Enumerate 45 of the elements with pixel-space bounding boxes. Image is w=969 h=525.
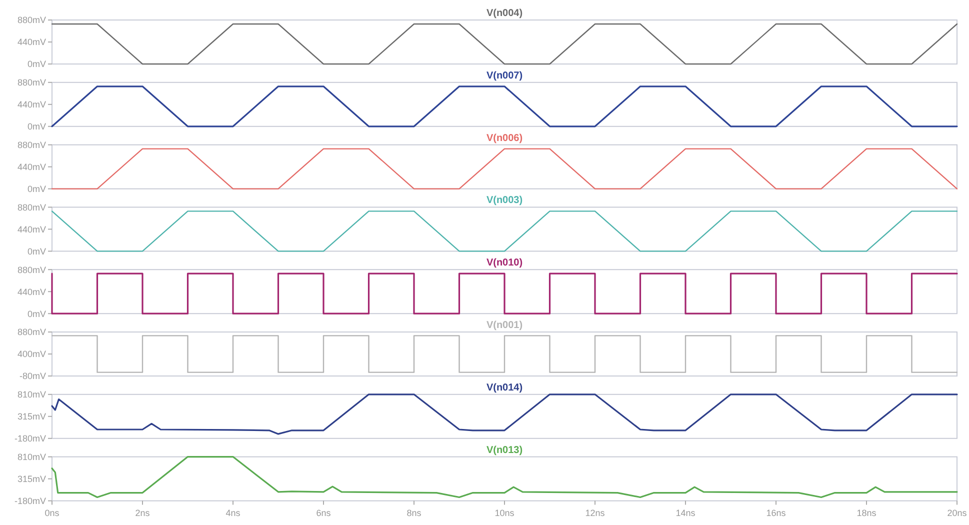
x-tick-label: 2ns <box>135 508 150 518</box>
chart-title: V(n006) <box>486 132 523 144</box>
y-tick-label: 440mV <box>17 37 46 48</box>
x-tick-label: 8ns <box>406 508 422 518</box>
y-tick-label: 0mV <box>27 308 46 319</box>
y-tick-label: 315mV <box>17 412 46 422</box>
y-tick-label: -180mV <box>14 434 46 444</box>
y-tick-label: 440mV <box>17 100 46 110</box>
chart-title: V(n003) <box>486 195 523 206</box>
y-tick-label: 0mV <box>27 246 46 256</box>
line-series <box>51 456 958 498</box>
chart-title: V(n013) <box>486 444 523 456</box>
x-tick-label: 4ns <box>226 508 241 518</box>
chart-title: V(n007) <box>486 70 523 82</box>
y-tick-label: 400mV <box>17 349 46 360</box>
y-tick-label: 880mV <box>17 327 46 338</box>
y-tick-label: 0mV <box>27 184 46 194</box>
y-tick-label: -80mV <box>19 371 46 382</box>
y-tick-label: 880mV <box>17 264 46 275</box>
x-tick-label: 18ns <box>856 508 877 518</box>
y-tick-label: -180mV <box>14 496 46 506</box>
x-tick-label: 16ns <box>766 508 786 518</box>
line-series <box>51 394 958 435</box>
chart-title: V(n010) <box>486 258 523 269</box>
y-tick-label: 0mV <box>27 122 46 132</box>
x-tick-label: 0ns <box>44 508 60 518</box>
x-tick-label: 12ns <box>585 508 606 518</box>
y-tick-label: 315mV <box>17 474 46 484</box>
y-tick-label: 880mV <box>17 78 46 88</box>
chart-title: V(n001) <box>486 320 523 331</box>
y-tick-label: 440mV <box>17 224 46 234</box>
chart-title: V(n004) <box>486 8 523 19</box>
y-tick-label: 880mV <box>17 140 46 150</box>
y-tick-label: 810mV <box>17 452 46 462</box>
x-tick-label: 14ns <box>676 508 696 518</box>
x-tick-label: 10ns <box>494 508 515 518</box>
y-tick-label: 0mV <box>27 59 46 70</box>
y-tick-label: 880mV <box>17 202 46 212</box>
y-tick-label: 880mV <box>17 15 46 26</box>
chart-title: V(n014) <box>486 382 523 394</box>
x-tick-label: 6ns <box>316 508 332 518</box>
y-tick-label: 810mV <box>17 390 46 400</box>
x-tick-label: 20ns <box>947 508 968 518</box>
y-tick-label: 440mV <box>17 286 46 297</box>
y-tick-label: 440mV <box>17 162 46 172</box>
